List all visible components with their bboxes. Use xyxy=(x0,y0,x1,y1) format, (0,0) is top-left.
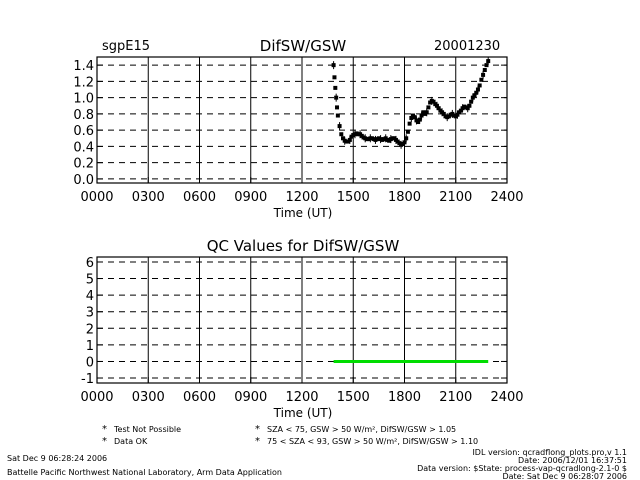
data-point xyxy=(474,90,479,95)
data-point xyxy=(412,115,417,120)
y-tick-label: 0.4 xyxy=(73,140,94,155)
data-point xyxy=(458,108,463,113)
x-tick-label: 1500 xyxy=(337,190,370,205)
x-tick-label: 2400 xyxy=(490,190,523,205)
qc-legend: * Test Not Possible * Data OK * SZA < 75, GSW… xyxy=(102,424,478,447)
y-tick-label: 0 xyxy=(86,355,94,370)
site-label: sgpE15 xyxy=(102,39,150,54)
x-tick-label: 0000 xyxy=(80,190,113,205)
chart1-grid xyxy=(97,57,507,183)
data-point xyxy=(335,113,340,118)
data-point xyxy=(441,111,446,116)
footer-right-line: IDL version: qcradflong_plots.pro,v 1.1 xyxy=(472,448,627,457)
data-point xyxy=(402,140,407,145)
x-tick-label: 1200 xyxy=(285,390,318,405)
y-tick-label: 3 xyxy=(86,306,94,321)
chart2-x-ticks: 0000 0300 0600 0900 1200 1500 1800 2100 2400 xyxy=(80,377,524,405)
data-point xyxy=(416,120,421,125)
y-tick-label: 0.2 xyxy=(73,157,94,172)
data-point xyxy=(484,63,489,68)
x-tick-label: 0900 xyxy=(234,390,267,405)
data-point xyxy=(405,129,410,134)
legend-symbol: * xyxy=(255,436,260,447)
data-point xyxy=(335,105,340,110)
data-point xyxy=(332,75,337,80)
x-tick-label: 1200 xyxy=(285,190,318,205)
data-point xyxy=(482,68,487,73)
legend-label: Test Not Possible xyxy=(113,425,181,434)
footer-right-line: Date: Sat Dec 9 06:28:07 2006 xyxy=(502,472,627,480)
chart2-grid xyxy=(97,257,507,383)
footer-right-line: Data version: $State: process-vap-qcradl… xyxy=(417,464,627,473)
x-tick-label: 1500 xyxy=(337,390,370,405)
chart2-title: QC Values for DifSW/GSW xyxy=(207,237,400,255)
x-tick-label: 1800 xyxy=(388,390,421,405)
chart2-x-axis-title: Time (UT) xyxy=(273,406,333,420)
chart1-series xyxy=(331,57,491,149)
data-point xyxy=(479,77,484,82)
x-tick-label: 0600 xyxy=(183,190,216,205)
data-point xyxy=(339,132,344,137)
x-tick-label: 0900 xyxy=(234,190,267,205)
y-tick-label: 4 xyxy=(86,289,94,304)
date-label: 20001230 xyxy=(434,39,500,54)
x-tick-label: 2100 xyxy=(439,190,472,205)
data-point xyxy=(467,103,472,108)
chart1-x-axis-title: Time (UT) xyxy=(273,206,333,220)
data-point xyxy=(341,136,345,141)
x-tick-label: 0600 xyxy=(183,390,216,405)
legend-label: 75 < SZA < 93, GSW > 50 W/m², DifSW/GSW … xyxy=(267,437,478,446)
y-tick-label: 0.0 xyxy=(73,173,94,188)
y-tick-label: -1 xyxy=(81,372,94,387)
x-tick-label: 0300 xyxy=(132,190,165,205)
qc-values-chart: QC Values for DifSW/GSW -1 01 23 45 6 0000 03… xyxy=(80,237,523,420)
y-tick-label: 5 xyxy=(86,273,94,288)
legend-symbol: * xyxy=(102,436,107,447)
y-tick-label: 2 xyxy=(86,322,94,337)
chart1-x-ticks: 0000 0300 0600 0900 1200 1500 1800 2100 2400 xyxy=(80,177,524,205)
data-point xyxy=(426,105,431,110)
footer-left-lab: Battelle Pacific Northwest National Labo… xyxy=(7,468,282,477)
y-tick-label: 6 xyxy=(86,256,94,271)
x-tick-label: 0000 xyxy=(80,390,113,405)
y-tick-label: 0.6 xyxy=(73,124,94,139)
y-tick-label: 0.8 xyxy=(73,108,94,123)
x-tick-label: 2400 xyxy=(490,390,523,405)
footer-right-line: Date: 2006/12/01 16:37:51 xyxy=(518,456,627,465)
y-tick-label: 1.2 xyxy=(73,75,94,90)
legend-label: Data OK xyxy=(114,437,148,446)
footer-left-date: Sat Dec 9 06:28:24 2006 xyxy=(7,454,107,463)
data-point xyxy=(436,106,441,111)
data-point xyxy=(472,93,477,98)
y-tick-label: 1.4 xyxy=(73,59,94,74)
legend-symbol: * xyxy=(102,424,107,435)
data-point xyxy=(469,99,474,104)
data-point xyxy=(477,83,482,88)
y-tick-label: 1.0 xyxy=(73,92,94,107)
data-point xyxy=(333,85,338,90)
chart1-y-ticks: 0.00.2 0.40.60.81.0 1.21.4 xyxy=(73,59,507,188)
y-tick-label: 1 xyxy=(86,339,94,354)
data-point xyxy=(407,121,412,126)
x-tick-label: 2100 xyxy=(439,390,472,405)
x-tick-label: 0300 xyxy=(132,390,165,405)
legend-label: SZA < 75, GSW > 50 W/m², DifSW/GSW > 1.0… xyxy=(267,425,456,434)
data-point xyxy=(417,117,422,122)
x-tick-label: 1800 xyxy=(388,190,421,205)
chart2-y-ticks: -1 01 23 45 6 xyxy=(81,256,507,387)
chart1-title: DifSW/GSW xyxy=(260,37,347,55)
data-point xyxy=(431,99,436,104)
difsw-gsw-chart: DifSW/GSW 0.00.20.40.60.81.01.21.4 0000 0… xyxy=(73,37,523,220)
legend-symbol: * xyxy=(255,424,260,435)
